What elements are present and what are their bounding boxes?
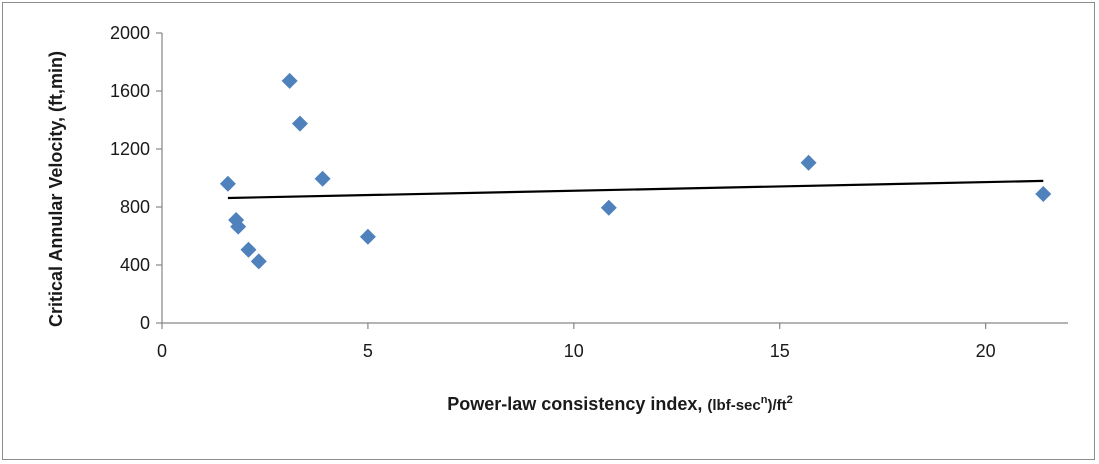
x-tick-label: 5: [363, 341, 373, 361]
x-axis-title-sup: n: [761, 394, 768, 406]
data-point-marker: [314, 170, 331, 187]
x-tick-label: 10: [564, 341, 584, 361]
x-axis-title-sup2: 2: [787, 394, 793, 406]
x-axis-title-unit-a: (lbf-sec: [707, 397, 760, 414]
x-tick-label: 0: [157, 341, 167, 361]
trendline: [227, 179, 1044, 200]
data-point-marker: [359, 228, 376, 245]
data-point-marker: [800, 154, 817, 171]
x-axis-title-main: Power-law consistency index,: [447, 394, 702, 414]
x-axis-title: Power-law consistency index, (lbf-secn)/…: [447, 394, 792, 414]
x-tick-label: 15: [770, 341, 790, 361]
y-tick-label: 2000: [110, 23, 150, 43]
data-point-marker: [291, 115, 308, 132]
data-point-marker: [1035, 185, 1052, 202]
data-point-marker: [219, 175, 236, 192]
data-points: [219, 72, 1052, 270]
y-tick-label: 0: [140, 313, 150, 333]
y-axis-title: Critical Annular Velocity, (ft,min): [46, 51, 66, 327]
data-point-marker: [281, 72, 298, 89]
y-tick-label: 800: [120, 197, 150, 217]
x-axis-title-unit-b: )/ft: [767, 397, 786, 414]
data-point-marker: [230, 218, 247, 235]
data-point-marker: [600, 199, 617, 216]
data-point-marker: [240, 241, 257, 258]
axes: [156, 32, 1068, 329]
y-tick-label: 1200: [110, 139, 150, 159]
y-tick-label: 400: [120, 255, 150, 275]
x-tick-label: 20: [976, 341, 996, 361]
data-point-marker: [250, 253, 267, 270]
tick-labels: 0 400 800 1200 1600 2000 0 5 10 15 20: [110, 23, 996, 361]
trendline-group: [227, 179, 1044, 200]
y-tick-label: 1600: [110, 81, 150, 101]
